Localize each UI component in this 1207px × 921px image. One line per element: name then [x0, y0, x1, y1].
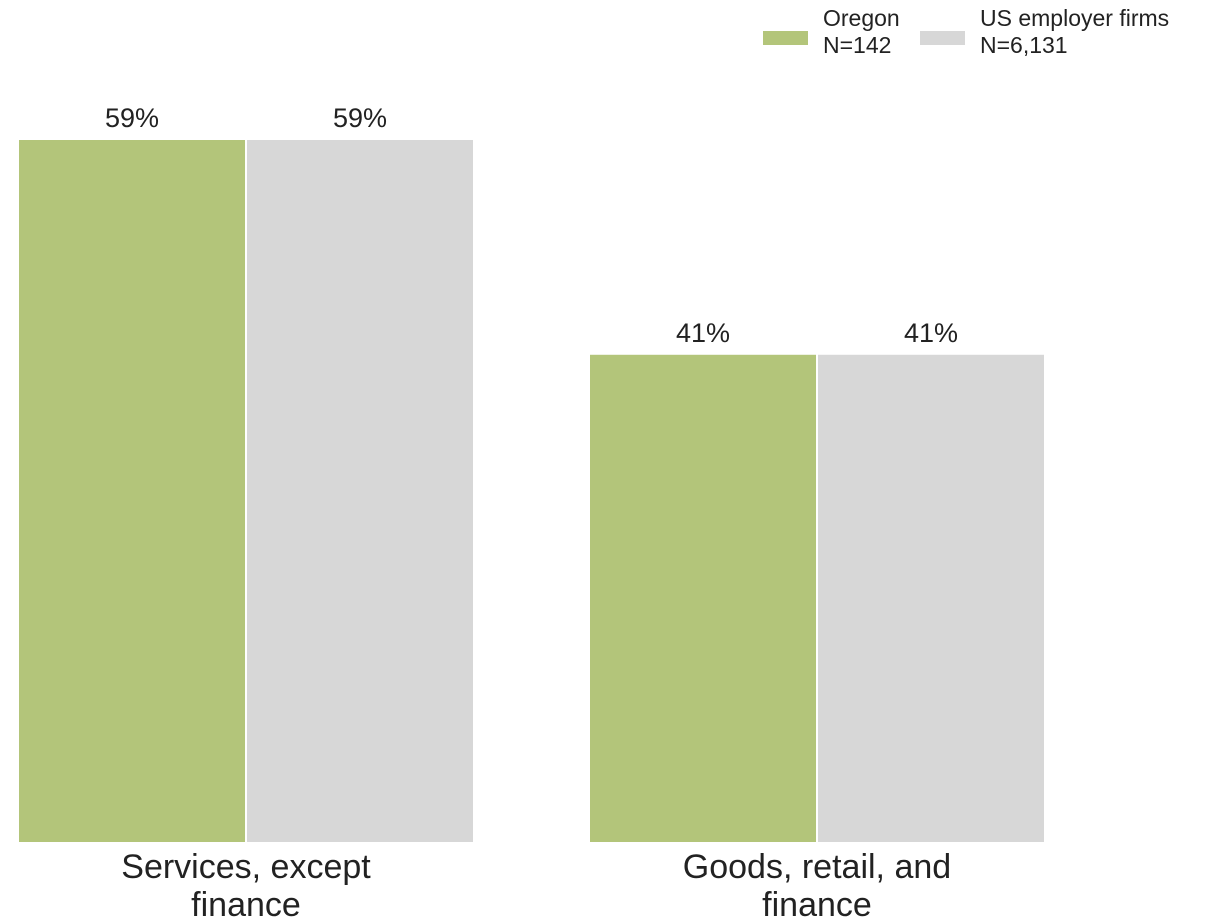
- value-label: 41%: [676, 318, 730, 348]
- bar-oregon-0: [17, 138, 247, 844]
- value-label: 59%: [105, 103, 159, 133]
- value-label: 41%: [904, 318, 958, 348]
- legend-label: Oregon N=142: [823, 5, 900, 58]
- bars: [17, 138, 1046, 844]
- category-label: Services, except finance: [121, 848, 371, 921]
- value-label: 59%: [333, 103, 387, 133]
- bar-us-employer-firms-1: [816, 352, 1046, 844]
- value-labels: 59% 59% 41% 41%: [105, 103, 958, 348]
- legend-swatch: [920, 31, 965, 45]
- bar-oregon-1: [588, 352, 818, 844]
- legend: Oregon N=142 US employer firms N=6,131: [763, 5, 1169, 58]
- category-labels: Services, except finance Goods, retail, an…: [121, 848, 951, 921]
- bar-us-employer-firms-0: [245, 138, 475, 844]
- category-label: Goods, retail, and finance: [683, 848, 951, 921]
- legend-label: US employer firms N=6,131: [980, 5, 1169, 58]
- legend-swatch: [763, 31, 808, 45]
